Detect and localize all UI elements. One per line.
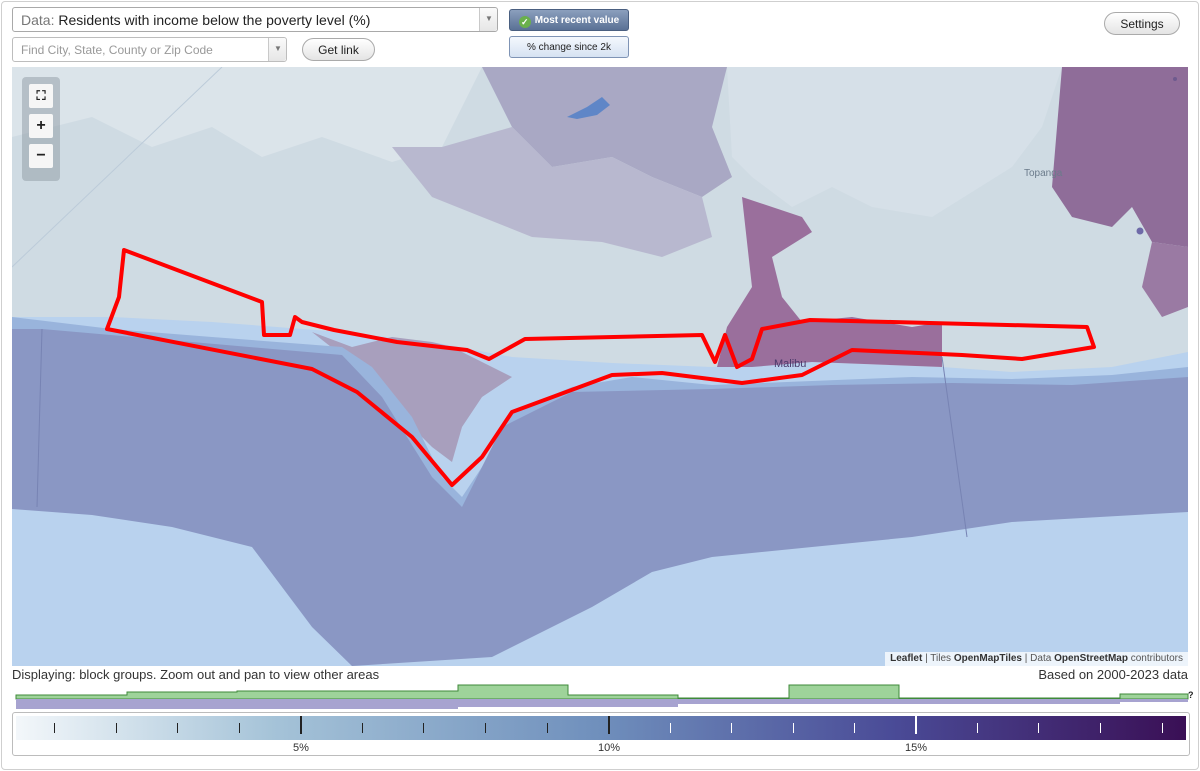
legend-tick-major <box>608 716 610 734</box>
map-view[interactable]: Topanga Malibu ⛶ + − Leaflet | Tiles Ope… <box>12 67 1188 666</box>
legend-label-15: 15% <box>904 742 928 754</box>
attribution-contributors-text: contributors <box>1127 653 1183 664</box>
zoom-in-button[interactable]: + <box>29 114 53 138</box>
map-attribution: Leaflet | Tiles OpenMapTiles | Data Open… <box>885 652 1188 666</box>
fullscreen-icon: ⛶ <box>36 88 46 103</box>
legend-tick <box>731 723 732 733</box>
openstreetmap-link[interactable]: OpenStreetMap <box>1054 653 1128 664</box>
legend-tick <box>670 723 671 733</box>
land-block <box>482 67 732 197</box>
legend-label-5: 5% <box>293 742 309 754</box>
legend-tick <box>423 723 424 733</box>
settings-button[interactable]: Settings <box>1104 12 1180 35</box>
legend-histogram <box>15 684 1189 709</box>
data-select-toggle[interactable]: ▼ <box>479 8 497 31</box>
land-block <box>1142 242 1188 317</box>
land-block <box>727 67 1062 217</box>
check-icon: ✓ <box>518 16 531 28</box>
data-select-value: Residents with income below the poverty … <box>58 12 371 28</box>
map-canvas[interactable] <box>12 67 1188 666</box>
land-block <box>1052 67 1188 247</box>
highlighted-area-outline <box>105 248 1096 487</box>
offshore-area <box>12 329 1188 666</box>
legend-help[interactable]: ? <box>1188 690 1194 700</box>
land-block <box>12 67 482 162</box>
chevron-down-icon: ▼ <box>274 44 282 53</box>
legend-tick-major <box>300 716 302 734</box>
zoom-control: ⛶ + − <box>22 77 60 181</box>
fullscreen-button[interactable]: ⛶ <box>29 84 53 108</box>
data-range-info: Based on 2000-2023 data <box>1038 667 1188 682</box>
legend-tick <box>793 723 794 733</box>
reservoir <box>567 97 610 119</box>
legend-tick <box>177 723 178 733</box>
percent-change-button[interactable]: % change since 2k <box>509 36 629 58</box>
attribution-tiles-text: | Tiles <box>922 653 954 664</box>
legend-tick <box>977 723 978 733</box>
histogram-green <box>15 684 1189 700</box>
boundary-line <box>12 67 223 268</box>
most-recent-value-label: Most recent value <box>534 15 620 26</box>
legend-tick <box>547 723 548 733</box>
place-label-topanga: Topanga <box>1024 168 1063 179</box>
attribution-data-text: | Data <box>1022 653 1055 664</box>
land-block <box>392 127 712 257</box>
search-input[interactable] <box>13 38 276 61</box>
zoom-out-button[interactable]: − <box>29 144 53 168</box>
location-search[interactable]: ▼ <box>12 37 287 62</box>
openmaptiles-link[interactable]: OpenMapTiles <box>953 653 1022 664</box>
search-toggle[interactable]: ▼ <box>268 38 286 61</box>
legend-tick <box>239 723 240 733</box>
data-select-label: Data: <box>21 12 55 28</box>
legend-tick <box>1100 723 1101 733</box>
legend-tick <box>1162 723 1163 733</box>
legend-tick <box>854 723 855 733</box>
legend-tick <box>362 723 363 733</box>
legend-tick <box>1038 723 1039 733</box>
legend-tick-major <box>915 716 917 734</box>
histogram-purple <box>16 699 1188 709</box>
boundary-line <box>941 356 968 538</box>
color-legend: 5% 10% 15% <box>12 712 1190 756</box>
chevron-down-icon: ▼ <box>485 14 493 23</box>
leaflet-link[interactable]: Leaflet <box>890 653 923 664</box>
data-select[interactable]: Data: Residents with income below the po… <box>12 7 498 32</box>
displaying-info: Displaying: block groups. Zoom out and p… <box>12 667 380 682</box>
map-marker <box>1173 77 1177 81</box>
map-marker <box>1136 227 1144 235</box>
land-block <box>717 197 942 367</box>
place-label-malibu: Malibu <box>774 358 807 370</box>
legend-tick <box>485 723 486 733</box>
get-link-button[interactable]: Get link <box>302 38 375 61</box>
legend-label-10: 10% <box>597 742 621 754</box>
boundary-line <box>36 328 43 508</box>
most-recent-value-button[interactable]: ✓ Most recent value <box>509 9 629 31</box>
legend-tick <box>54 723 55 733</box>
color-ramp <box>16 716 1186 740</box>
legend-tick <box>116 723 117 733</box>
